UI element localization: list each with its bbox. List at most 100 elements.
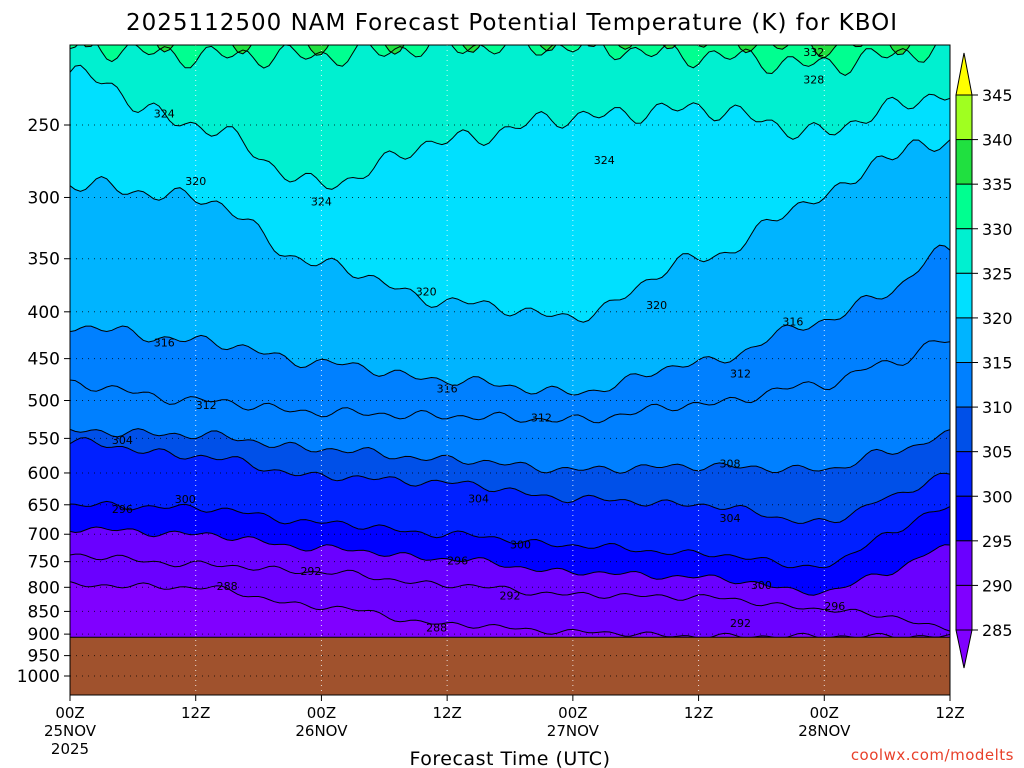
y-tick-label: 900 <box>28 625 60 645</box>
contour-label: 320 <box>646 299 667 312</box>
y-axis-ticks: 250 300 350 400 450 500 550 600 650 700 750 800 850 9… <box>17 116 70 687</box>
colorbar-label: 285 <box>982 621 1013 640</box>
color-fill-bands <box>70 45 950 695</box>
colorbar-label: 330 <box>982 220 1013 239</box>
contour-label: 316 <box>154 336 175 349</box>
isentrope-292 <box>70 553 950 632</box>
grid-lines <box>70 45 950 695</box>
colorbar-label: 310 <box>982 398 1013 417</box>
band-fill-288-292 <box>70 554 950 639</box>
band-fill-292-296 <box>70 527 950 632</box>
contour-labels: 332 328 324 324 320 324 320 320 316 316 312 316 312 3… <box>112 46 845 635</box>
isentrope-308 <box>70 428 950 474</box>
contour-label: 300 <box>175 493 196 506</box>
band-fill-304-308 <box>70 428 950 524</box>
isentrope-316 <box>70 244 950 396</box>
contour-label: 288 <box>426 621 447 634</box>
contour-label: 312 <box>196 399 217 412</box>
ground-fill <box>70 637 950 695</box>
x-tick-date: 26NOV <box>295 722 348 740</box>
contour-label: 328 <box>803 74 824 87</box>
y-tick-label: 700 <box>28 525 60 545</box>
y-tick-label: 350 <box>28 250 60 270</box>
band-fill-312-316 <box>70 245 950 423</box>
x-tick-year: 2025 <box>51 740 89 758</box>
contour-label: 296 <box>112 503 133 516</box>
colorbar-label: 345 <box>982 86 1013 105</box>
colorbar-segment <box>955 406 973 453</box>
x-tick-label: 12Z <box>432 704 461 722</box>
contour-label: 300 <box>751 579 772 592</box>
x-axis-label: Forecast Time (UTC) <box>410 748 611 768</box>
x-tick-date: 27NOV <box>547 722 600 740</box>
y-tick-label: 850 <box>28 602 60 622</box>
credit-text[interactable]: coolwx.com/modelts <box>851 746 1014 764</box>
colorbar-segment <box>955 495 973 542</box>
y-tick-label: 800 <box>28 578 60 598</box>
colorbar-label: 335 <box>982 175 1013 194</box>
isentrope-328 <box>70 45 937 76</box>
isentrope-324 <box>70 64 950 190</box>
contour-label: 304 <box>468 493 489 506</box>
contour-label: 288 <box>217 580 238 593</box>
x-tick-label: 12Z <box>935 704 964 722</box>
isentrope-300 <box>70 500 950 569</box>
colorbar-segment <box>955 451 973 497</box>
contour-label: 324 <box>154 108 175 121</box>
colorbar-segment <box>955 317 973 363</box>
colorbar-segment <box>955 139 973 185</box>
contour-label: 316 <box>437 382 458 395</box>
colorbar: 285 290 295 300 305 310 315 320 325 330 335 340 345 <box>955 52 1013 669</box>
contour-label: 320 <box>185 175 206 188</box>
contour-label: 304 <box>720 512 741 525</box>
y-tick-label: 950 <box>28 647 60 667</box>
isentrope-296 <box>70 526 950 596</box>
plot-frame <box>69 44 951 696</box>
contour-label: 332 <box>803 46 824 59</box>
colorbar-bottom-arrow <box>955 629 973 669</box>
y-tick-label: 400 <box>28 303 60 323</box>
x-tick-label: 00Z <box>55 704 84 722</box>
band-fill-324-328 <box>70 45 950 190</box>
contour-label: 292 <box>300 565 321 578</box>
colorbar-segment <box>955 94 973 141</box>
y-tick-label: 450 <box>28 350 60 370</box>
contour-label: 320 <box>416 285 437 298</box>
y-tick-label: 550 <box>28 429 60 449</box>
y-tick-label: 650 <box>28 496 60 516</box>
contour-label: 308 <box>720 458 741 471</box>
contour-label: 312 <box>531 412 552 425</box>
colorbar-segment <box>955 540 973 586</box>
contour-label: 292 <box>730 617 751 630</box>
band-fill-328-332 <box>70 45 936 76</box>
x-tick-date: 28NOV <box>798 722 851 740</box>
y-tick-label: 1000 <box>17 667 60 687</box>
plot-border <box>69 44 951 696</box>
contour-label: 316 <box>782 316 803 329</box>
isentrope-contours <box>70 45 950 640</box>
x-tick-label: 12Z <box>684 704 713 722</box>
colorbar-label: 290 <box>982 576 1013 595</box>
ground-below-surface <box>70 636 950 695</box>
band-fill-300-304 <box>70 437 950 568</box>
colorbar-label: 295 <box>982 532 1013 551</box>
colorbar-segment <box>955 584 973 631</box>
y-tick-label: 300 <box>28 188 60 208</box>
colorbar-top-arrow <box>955 52 973 96</box>
x-tick-date: 25NOV <box>44 722 97 740</box>
contour-label: 324 <box>311 195 332 208</box>
isentrope-304 <box>70 437 950 524</box>
colorbar-label: 305 <box>982 443 1013 462</box>
band-fill-316-320 <box>70 139 950 396</box>
colorbar-segment <box>955 228 973 274</box>
y-tick-label: 600 <box>28 464 60 484</box>
contour-label: 296 <box>824 600 845 613</box>
contour-label: 300 <box>510 538 531 551</box>
colorbar-segment <box>955 183 973 230</box>
isentrope-320 <box>70 139 950 323</box>
isentrope-288 <box>70 581 950 640</box>
chart-title: 2025112500 NAM Forecast Potential Temper… <box>126 10 898 36</box>
contour-label: 292 <box>500 590 521 603</box>
contour-label: 324 <box>594 154 615 167</box>
